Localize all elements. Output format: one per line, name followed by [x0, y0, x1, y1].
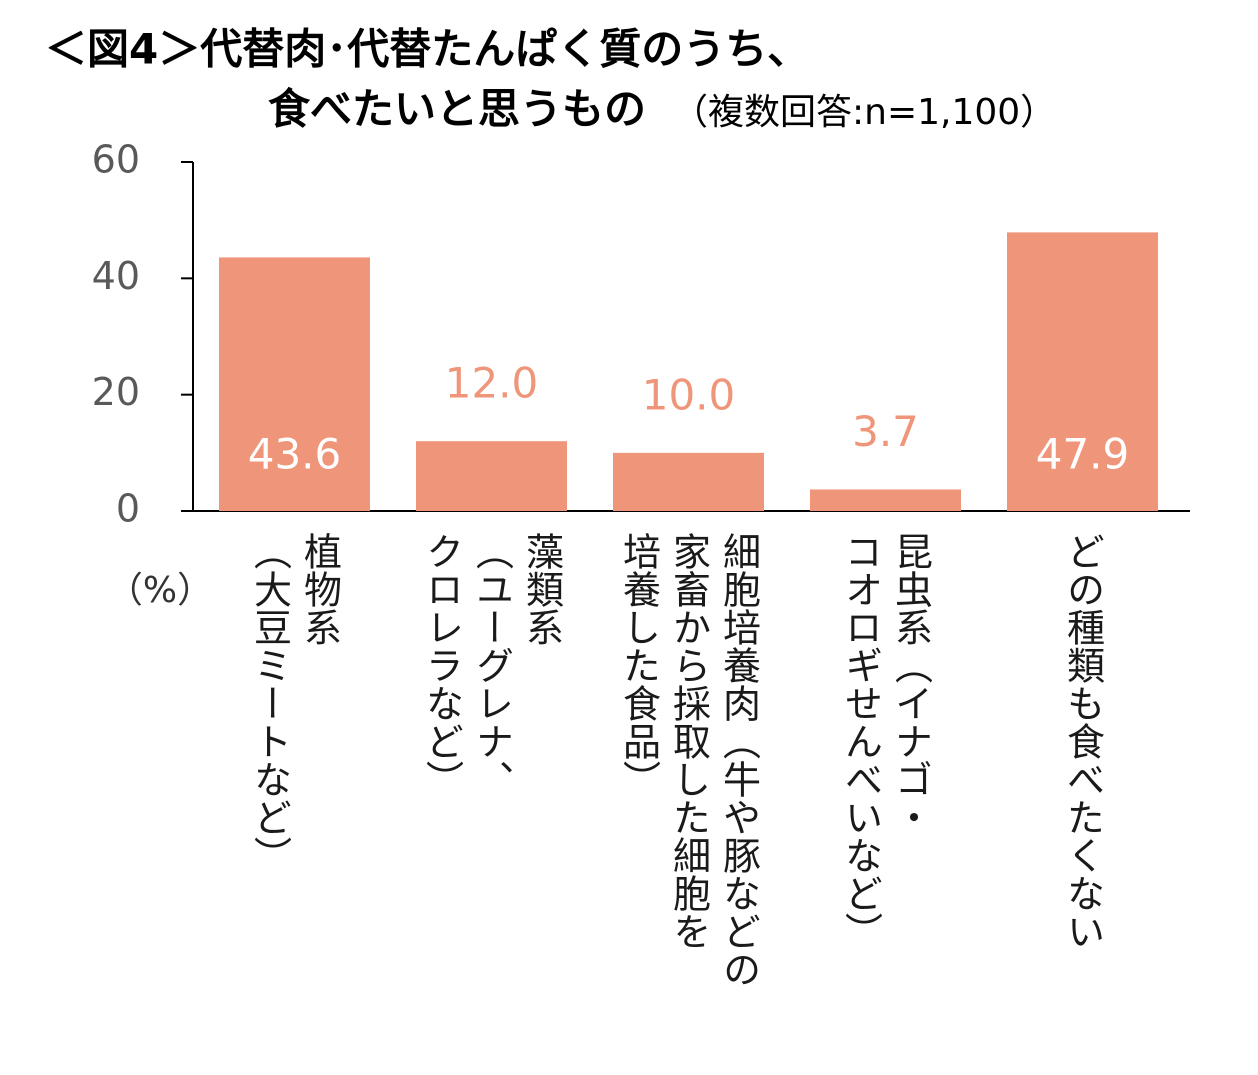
x-tick-label-box: 細胞培養肉（牛や豚などの 家畜から採取した細胞を 培養した食品）	[616, 532, 761, 988]
chart-title: ＜図4＞代替肉･代替たんぱく質のうち、	[45, 25, 809, 74]
x-tick-label-box: 植物系 （大豆ミートなど）	[247, 532, 342, 874]
value-label: 43.6	[248, 430, 342, 479]
y-tick-label: 20	[92, 370, 140, 414]
value-label: 47.9	[1036, 430, 1130, 479]
value-label: 3.7	[852, 407, 919, 456]
value-label: 10.0	[642, 370, 736, 419]
x-tick-label: 植物系 （大豆ミートなど）	[247, 532, 342, 874]
x-tick-label: 昆虫系（イナゴ・ コオロギせんべいなど）	[838, 532, 933, 950]
chart-title-line2: 食べたいと思うもの	[268, 85, 646, 134]
x-tick-label: どの種類も食べたくない	[1060, 532, 1105, 950]
bar	[810, 489, 961, 511]
y-axis-label: （%）	[107, 570, 213, 611]
x-tick-label-box: どの種類も食べたくない	[1060, 532, 1105, 950]
x-tick-label: 藻類系 （ユーグレナ、 クロレラなど）	[419, 532, 564, 798]
y-tick-label: 60	[92, 138, 140, 182]
value-label: 12.0	[445, 359, 539, 408]
bar	[416, 441, 567, 511]
x-tick-label-box: 昆虫系（イナゴ・ コオロギせんべいなど）	[838, 532, 933, 950]
x-tick-label-box: 藻類系 （ユーグレナ、 クロレラなど）	[419, 532, 564, 798]
bar	[613, 452, 764, 511]
bar	[1007, 232, 1158, 512]
y-tick-label: 40	[92, 254, 140, 298]
chart-subtitle: （複数回答:n=1,100）	[672, 92, 1056, 133]
y-tick-label: 0	[116, 487, 140, 531]
x-tick-label: 細胞培養肉（牛や豚などの 家畜から採取した細胞を 培養した食品）	[616, 532, 761, 988]
bar	[219, 257, 370, 511]
